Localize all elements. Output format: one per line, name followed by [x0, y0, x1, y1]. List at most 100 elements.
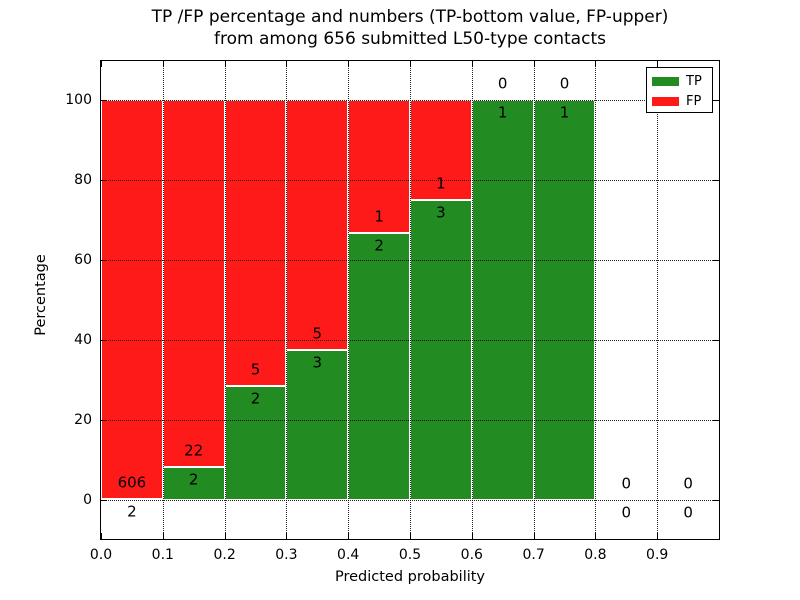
x-tick-label: 0.7 — [522, 547, 545, 563]
x-tick-bottom — [224, 533, 226, 539]
x-tick-label: 0.4 — [337, 547, 360, 563]
bar-fp-count-label: 1 — [436, 174, 446, 193]
bar-tp-count-label: 3 — [312, 353, 323, 372]
v-gridline — [657, 61, 659, 539]
v-gridline — [471, 61, 473, 539]
y-tick-left — [101, 340, 107, 341]
x-tick-label: 0.5 — [398, 547, 422, 563]
x-tick-bottom — [348, 533, 350, 539]
x-tick-top — [224, 61, 226, 67]
bar-fp-segment — [101, 100, 163, 499]
bar-tp-count-label: 1 — [497, 103, 508, 122]
x-tick-label: 0.8 — [584, 547, 607, 563]
legend-label-fp: FP — [686, 93, 702, 109]
x-tick-label: 0.9 — [646, 547, 669, 563]
y-tick-label: 80 — [74, 172, 92, 188]
x-tick-bottom — [533, 533, 535, 539]
v-gridline — [224, 61, 226, 539]
y-tick-left — [101, 100, 107, 101]
y-tick-label: 20 — [74, 412, 92, 428]
bar-fp-segment — [286, 100, 349, 350]
v-gridline — [348, 61, 350, 539]
bar-tp-segment — [286, 350, 349, 500]
y-tick-left — [101, 500, 107, 501]
legend-item-tp: TP — [647, 71, 712, 91]
chart-title-line2: from among 656 submitted L50-type contac… — [214, 29, 606, 49]
x-tick-bottom — [657, 533, 659, 539]
x-tick-label: 0.0 — [89, 547, 113, 563]
bar-tp-segment — [471, 100, 534, 500]
bar-fp-count-label: 22 — [184, 441, 204, 460]
y-tick-right — [713, 340, 719, 341]
bar-fp-count-label: 5 — [312, 324, 323, 343]
y-tick-right — [713, 180, 719, 181]
y-axis-label: Percentage — [33, 254, 49, 336]
y-tick-label: 100 — [65, 92, 92, 108]
bar-fp-count-label: 606 — [117, 473, 147, 492]
x-tick-bottom — [471, 533, 473, 539]
x-tick-bottom — [410, 533, 411, 539]
legend-label-tp: TP — [686, 73, 702, 89]
plot-area: 606 2 22 2 5 2 5 3 1 2 1 3 0 1 0 1 0 0 0 0 — [100, 60, 720, 540]
x-axis-label: Predicted probability — [334, 569, 486, 585]
y-tick-label: 40 — [74, 332, 92, 348]
legend: TP FP — [646, 67, 713, 113]
legend-swatch-fp-icon — [652, 96, 679, 106]
x-tick-top — [410, 61, 411, 67]
v-gridline — [410, 61, 411, 539]
bar-tp-count-label: 2 — [127, 502, 137, 521]
y-tick-left — [101, 420, 107, 421]
chart-title: TP /FP percentage and numbers (TP-bottom… — [152, 6, 669, 50]
x-tick-top — [101, 61, 102, 67]
y-tick-right — [713, 420, 719, 421]
x-tick-label: 0.6 — [460, 547, 483, 563]
v-gridline — [162, 61, 164, 539]
x-tick-bottom — [595, 533, 597, 539]
x-tick-bottom — [101, 533, 102, 539]
bar-tp-segment — [533, 100, 596, 500]
bar-tp-segment — [410, 200, 472, 500]
bar-fp-segment — [162, 100, 225, 467]
x-tick-top — [533, 61, 535, 67]
y-tick-left — [101, 180, 107, 181]
bar-fp-segment — [224, 100, 287, 386]
chart-title-line1: TP /FP percentage and numbers (TP-bottom… — [151, 7, 669, 27]
bar-tp-count-label: 2 — [374, 236, 384, 255]
v-gridline — [286, 61, 288, 539]
bar-fp-count-label: 5 — [250, 360, 261, 379]
x-tick-label: 0.1 — [151, 547, 174, 563]
bar-fp-segment — [410, 100, 472, 200]
x-tick-label: 0.3 — [275, 547, 298, 563]
x-tick-top — [471, 61, 473, 67]
y-tick-label: 0 — [83, 492, 92, 508]
legend-swatch-tp-icon — [652, 76, 679, 86]
bar-tp-count-label: 3 — [436, 203, 446, 222]
bar-fp-count-label: 0 — [683, 474, 693, 493]
bar-fp-count-label: 0 — [497, 74, 508, 93]
x-tick-label: 0.2 — [213, 547, 236, 563]
y-tick-label: 60 — [74, 252, 92, 268]
bar-tp-count-label: 0 — [621, 503, 632, 522]
x-tick-top — [348, 61, 350, 67]
x-tick-top — [595, 61, 597, 67]
y-tick-left — [101, 260, 107, 261]
x-tick-top — [162, 61, 164, 67]
y-tick-right — [713, 100, 719, 101]
bar-tp-count-label: 2 — [250, 389, 261, 408]
bar-fp-count-label: 0 — [621, 474, 632, 493]
x-tick-top — [286, 61, 288, 67]
bar-tp-count-label: 1 — [559, 103, 570, 122]
bar-tp-segment — [162, 466, 225, 500]
v-gridline — [595, 61, 597, 539]
x-tick-bottom — [286, 533, 288, 539]
x-tick-bottom — [162, 533, 164, 539]
y-tick-right — [713, 500, 719, 501]
bar-fp-count-label: 0 — [559, 74, 570, 93]
x-tick-top — [657, 61, 659, 67]
bar-fp-count-label: 1 — [374, 207, 384, 226]
bar-tp-count-label: 0 — [683, 503, 693, 522]
bar-tp-segment — [348, 233, 410, 500]
v-gridline — [533, 61, 535, 539]
bar-tp-count-label: 2 — [188, 470, 199, 489]
